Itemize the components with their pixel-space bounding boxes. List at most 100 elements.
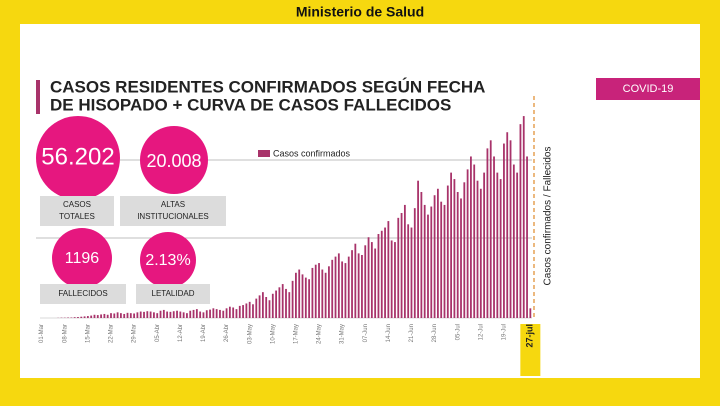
bar — [347, 256, 350, 318]
y-axis-label: Casos confirmados / Fallecidos — [543, 147, 554, 286]
bar — [73, 317, 76, 318]
x-tick-label: 27-jul — [525, 324, 535, 348]
bar — [433, 195, 436, 318]
bar — [278, 287, 281, 318]
bar — [80, 316, 83, 318]
bar — [166, 311, 169, 318]
bar — [219, 309, 221, 318]
bar — [390, 240, 393, 318]
bar — [149, 311, 152, 318]
bar — [420, 192, 423, 318]
bar — [486, 148, 489, 318]
stat-label-box — [40, 284, 126, 304]
x-tick-label: 21-Jun — [409, 324, 415, 342]
bar — [430, 206, 433, 318]
bar — [506, 132, 509, 318]
bar — [295, 272, 297, 318]
legend-label: Casos confirmados — [273, 148, 351, 158]
bar — [450, 172, 453, 318]
bar — [195, 309, 198, 318]
bar — [387, 221, 390, 318]
bar — [225, 308, 228, 318]
bar — [304, 277, 307, 318]
bar — [156, 313, 159, 318]
x-tick-label: 22-Mar — [109, 324, 115, 343]
bar — [96, 315, 99, 318]
stat-label: TOTALES — [59, 212, 95, 221]
bar — [314, 264, 317, 318]
bar — [143, 311, 145, 318]
bar — [466, 169, 469, 318]
bar — [410, 227, 413, 318]
bar — [380, 230, 383, 318]
bar — [370, 242, 373, 318]
bar — [483, 172, 486, 318]
stat-label: INSTITUCIONALES — [137, 212, 209, 221]
bar — [261, 292, 264, 318]
bar — [179, 311, 182, 318]
bar — [271, 293, 274, 318]
bar — [146, 311, 149, 318]
highlight-box — [520, 324, 541, 376]
bar — [100, 314, 102, 318]
bar — [245, 303, 248, 318]
bar — [493, 156, 495, 318]
bar — [499, 179, 502, 318]
bar — [205, 310, 208, 318]
bar — [162, 309, 165, 318]
bar — [110, 313, 112, 318]
x-tick-label: 08-Mar — [62, 324, 68, 343]
stat-circle — [140, 126, 208, 194]
bar — [407, 224, 410, 318]
bar — [106, 314, 109, 318]
bar — [123, 313, 126, 318]
bar — [268, 300, 271, 318]
bar — [384, 227, 386, 318]
x-tick-label: 12-Abr — [178, 324, 184, 342]
bar — [199, 311, 202, 318]
bar — [334, 256, 337, 318]
title: CASOS RESIDENTES CONFIRMADOS SEGÚN FECHA — [50, 77, 485, 96]
bar — [258, 295, 261, 318]
tag: COVID-19 — [623, 83, 674, 95]
bar — [169, 311, 172, 318]
x-tick-label: 01-Mar — [39, 324, 45, 343]
bar — [519, 124, 522, 319]
bar — [202, 312, 205, 318]
bar — [328, 266, 330, 318]
stat-circle — [140, 232, 196, 288]
bar — [364, 245, 367, 318]
bar — [133, 313, 136, 318]
bar — [417, 180, 419, 318]
bar — [377, 234, 380, 318]
stat-label: CASOS — [63, 200, 91, 209]
stat-label-box — [120, 196, 226, 226]
bar — [476, 180, 479, 318]
bar — [90, 315, 93, 318]
bar — [367, 237, 370, 318]
bar — [344, 263, 347, 318]
x-tick-label: 29-Mar — [132, 324, 138, 343]
stat-label: ALTAS — [161, 200, 185, 209]
bar — [374, 248, 377, 318]
bar — [301, 274, 304, 318]
bar — [512, 164, 515, 318]
bar — [427, 214, 429, 318]
bar — [470, 156, 472, 318]
tag-box — [596, 78, 700, 100]
bar — [275, 290, 277, 318]
bar — [209, 309, 211, 318]
bar — [522, 116, 525, 318]
bar — [394, 242, 396, 318]
x-tick-label: 28-Jun — [432, 324, 438, 342]
bar — [235, 309, 238, 318]
bar — [93, 314, 96, 318]
bar — [351, 250, 353, 318]
stat-label: FALLECIDOS — [58, 289, 107, 298]
stat-value: 20.008 — [146, 151, 201, 171]
stat-circle — [52, 228, 112, 288]
bar — [453, 179, 456, 318]
bar — [192, 309, 195, 318]
bar — [400, 213, 403, 318]
header: Ministerio de Salud — [296, 4, 424, 20]
